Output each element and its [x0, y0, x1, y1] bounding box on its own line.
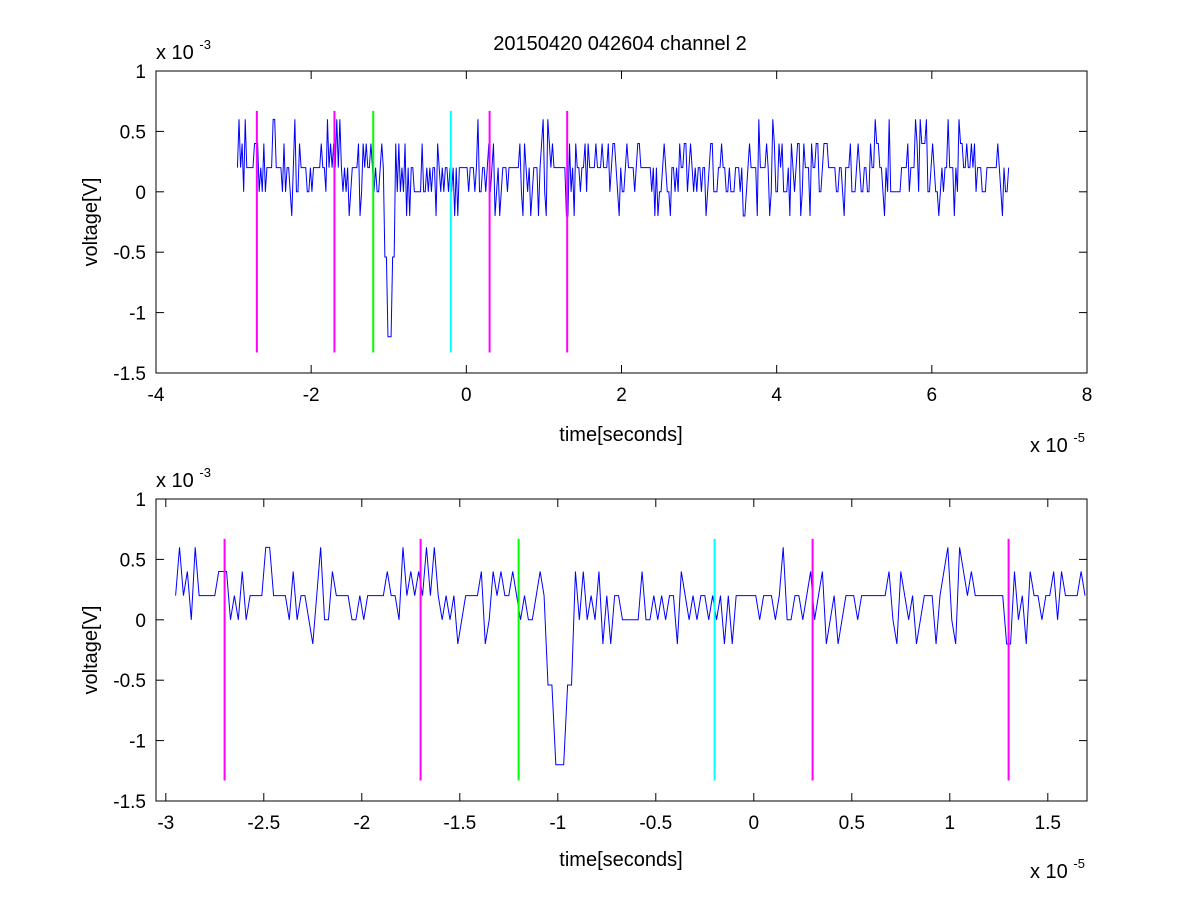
bottom-y-tick-label: -1	[129, 732, 146, 753]
top-x-tick-label: 2	[616, 385, 627, 406]
top-x-tick-label: -4	[148, 385, 165, 406]
bottom-x-axis-label: time[seconds]	[559, 849, 682, 871]
bottom-y-tick-label: 0.5	[120, 550, 146, 571]
bottom-plot-ticks: -3 -2.5 -2 -1.5 -1 -0.5 0 0.5 1 1.5 -1.5 -1 -0.5 0 0.5…	[113, 490, 1087, 834]
top-x-tick-label: 6	[927, 385, 938, 406]
bottom-plot-marks	[175, 538, 1086, 781]
top-plot-ticks: -4 -2 0 2 4 6 8 -1.5 -1 -0.5 0 0.5 1	[113, 62, 1092, 406]
bottom-y-multiplier-base: x 10	[156, 470, 194, 492]
bottom-plot-frame	[155, 498, 1088, 802]
bottom-y-multiplier: x 10 -3	[156, 465, 211, 492]
bottom-x-tick-label: -0.5	[639, 813, 672, 834]
top-y-multiplier-base: x 10	[156, 42, 194, 64]
bottom-x-multiplier-base: x 10	[1030, 861, 1068, 883]
chart-title: 20150420 042604 channel 2	[493, 33, 747, 55]
bottom-x-tick-label: -2.5	[247, 813, 280, 834]
top-y-tick-label: -0.5	[113, 243, 146, 264]
top-plot-frame	[155, 70, 1088, 374]
bottom-x-multiplier-exp: -5	[1073, 856, 1085, 871]
top-y-tick-label: 0.5	[120, 122, 146, 143]
bottom-signal-series	[175, 546, 1086, 766]
bottom-y-axis-label: voltage[V]	[80, 606, 102, 695]
top-y-tick-label: -1	[129, 304, 146, 325]
top-plot: -4 -2 0 2 4 6 8 -1.5 -1 -0.5 0 0.5 1 time[seconds] v…	[80, 37, 1092, 457]
bottom-x-tick-label: 1	[945, 813, 956, 834]
bottom-y-tick-label: -1.5	[113, 792, 146, 813]
bottom-plot: -3 -2.5 -2 -1.5 -1 -0.5 0 0.5 1 1.5 -1.5 -1 -0.5 0 0.5…	[80, 465, 1088, 883]
top-x-multiplier-base: x 10	[1030, 435, 1068, 457]
top-plot-marks	[236, 110, 1010, 353]
bottom-x-tick-label: 0.5	[839, 813, 865, 834]
bottom-x-tick-label: -2	[353, 813, 370, 834]
top-y-axis-label: voltage[V]	[80, 178, 102, 267]
bottom-x-tick-label: 0	[749, 813, 760, 834]
top-x-multiplier: x 10 -5	[1030, 430, 1085, 457]
bottom-x-multiplier: x 10 -5	[1030, 856, 1085, 883]
top-signal-series	[236, 118, 1010, 338]
top-x-tick-label: 0	[461, 385, 472, 406]
top-y-multiplier: x 10 -3	[156, 37, 211, 64]
top-x-multiplier-exp: -5	[1073, 430, 1085, 445]
bottom-x-tick-label: -3	[157, 813, 174, 834]
top-y-multiplier-exp: -3	[199, 37, 211, 52]
top-y-tick-label: 1	[135, 62, 146, 83]
top-y-tick-label: -1.5	[113, 364, 146, 385]
bottom-y-tick-label: 0	[135, 611, 146, 632]
bottom-y-tick-label: -0.5	[113, 671, 146, 692]
bottom-y-tick-label: 1	[135, 490, 146, 511]
bottom-y-multiplier-exp: -3	[199, 465, 211, 480]
top-y-tick-label: 0	[135, 183, 146, 204]
bottom-x-tick-label: -1	[549, 813, 566, 834]
top-x-tick-label: 8	[1082, 385, 1093, 406]
top-x-tick-label: -2	[303, 385, 320, 406]
top-x-tick-label: 4	[771, 385, 782, 406]
bottom-x-tick-label: -1.5	[443, 813, 476, 834]
bottom-x-tick-label: 1.5	[1035, 813, 1061, 834]
top-x-axis-label: time[seconds]	[559, 424, 682, 446]
